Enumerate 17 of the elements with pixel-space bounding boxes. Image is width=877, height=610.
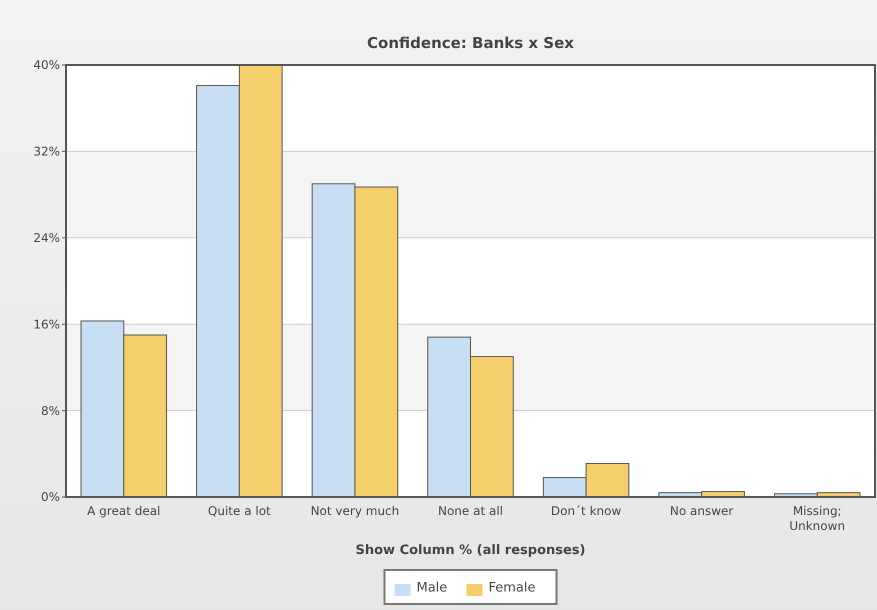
x-tick-label: Don´t know xyxy=(550,504,622,518)
x-tick-label: None at all xyxy=(438,504,504,518)
y-tick-label: 24% xyxy=(33,231,60,245)
y-tick-label: 32% xyxy=(33,144,60,159)
x-tick-label: Quite a lot xyxy=(208,504,272,518)
x-tick-label: No answer xyxy=(670,504,734,518)
y-tick-label: 40% xyxy=(33,58,60,72)
x-tick-label: A great deal xyxy=(87,504,160,518)
legend-label: Female xyxy=(488,580,536,596)
chart-title: Confidence: Banks x Sex xyxy=(367,34,574,52)
legend-label: Male xyxy=(416,580,448,596)
x-tick-label: Missing; Unknown xyxy=(789,504,846,533)
y-tick-label: 0% xyxy=(40,490,60,504)
y-tick-label: 8% xyxy=(40,404,60,418)
x-axis-title: Show Column % (all responses) xyxy=(356,543,586,558)
x-tick-label: Not very much xyxy=(310,504,400,518)
y-tick-label: 16% xyxy=(33,317,60,332)
